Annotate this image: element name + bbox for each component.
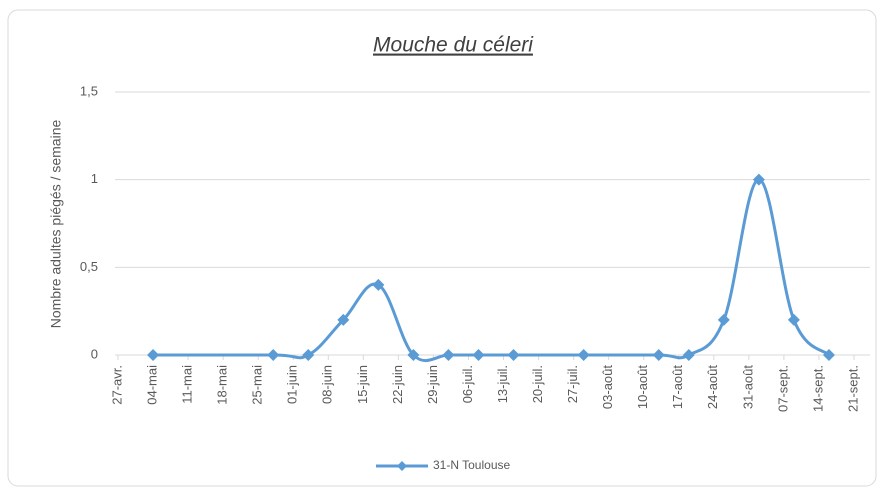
x-tick-label: 03-août (600, 365, 615, 409)
data-point (752, 173, 765, 186)
x-tick-label: 24-août (705, 365, 720, 409)
x-tick-label: 01-juin (285, 365, 300, 404)
x-tick-label: 13-juil. (495, 365, 510, 403)
data-point (407, 349, 420, 361)
y-tick-label: 0,5 (80, 259, 98, 274)
data-point (787, 313, 800, 326)
x-tick-label: 18-mai (215, 365, 230, 405)
data-point (682, 349, 695, 361)
x-tick-label: 31-août (740, 365, 755, 409)
data-point (442, 349, 455, 361)
legend-marker (397, 461, 407, 471)
x-tick-label: 10-août (635, 365, 650, 409)
data-point (822, 349, 835, 361)
legend-label: 31-N Toulouse (433, 458, 510, 472)
x-tick-label: 14-sept. (810, 365, 825, 412)
x-tick-label: 21-sept. (845, 365, 860, 412)
y-tick-label: 0 (91, 346, 98, 361)
chart-title: Mouche du céleri (373, 34, 534, 57)
data-point (577, 349, 590, 361)
data-point (717, 313, 730, 326)
data-point (337, 313, 350, 326)
data-point (652, 349, 665, 361)
x-tick-label: 20-juil. (530, 365, 545, 403)
x-tick-label: 22-juin (390, 365, 405, 404)
data-point (302, 349, 315, 361)
y-tick-label: 1,5 (80, 83, 98, 98)
x-tick-label: 07-sept. (775, 365, 790, 412)
data-point (372, 278, 385, 291)
data-point (472, 349, 485, 361)
x-tick-label: 17-août (670, 365, 685, 409)
data-point (147, 349, 160, 361)
y-axis-label: Nombre adultes piégés / semaine (48, 120, 64, 329)
y-tick-label: 1 (91, 171, 98, 186)
x-tick-label: 25-mai (250, 365, 265, 405)
x-tick-label: 27-juil. (565, 365, 580, 403)
x-tick-label: 06-juil. (460, 365, 475, 403)
x-tick-label: 04-mai (144, 365, 159, 405)
data-point (507, 349, 520, 361)
chart-border (7, 9, 877, 487)
x-tick-label: 15-juin (355, 365, 370, 404)
x-tick-label: 27-avr. (109, 365, 124, 405)
x-tick-label: 08-juin (320, 365, 335, 404)
x-tick-label: 11-mai (180, 365, 195, 404)
x-tick-label: 29-juin (425, 365, 440, 404)
data-point (267, 349, 280, 361)
